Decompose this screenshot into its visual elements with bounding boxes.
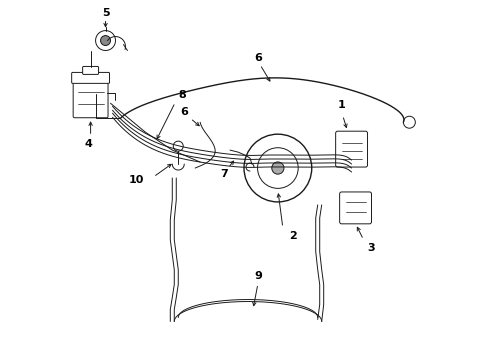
FancyBboxPatch shape [83,67,98,75]
Text: 7: 7 [220,169,228,179]
FancyBboxPatch shape [72,72,110,84]
Circle shape [100,36,111,45]
Text: 1: 1 [338,100,345,110]
FancyBboxPatch shape [73,79,108,118]
Text: 5: 5 [102,8,109,18]
Circle shape [96,31,116,50]
Circle shape [173,141,183,151]
Circle shape [272,162,284,174]
Text: 4: 4 [85,139,93,149]
Text: 10: 10 [129,175,144,185]
Text: 6: 6 [180,107,188,117]
FancyBboxPatch shape [336,131,368,167]
Text: 6: 6 [254,54,262,63]
FancyBboxPatch shape [340,192,371,224]
Text: 9: 9 [254,271,262,281]
Text: 3: 3 [368,243,375,253]
Text: 8: 8 [178,90,186,100]
Circle shape [258,148,298,188]
Text: 2: 2 [289,231,296,241]
Circle shape [403,116,416,128]
Circle shape [244,134,312,202]
